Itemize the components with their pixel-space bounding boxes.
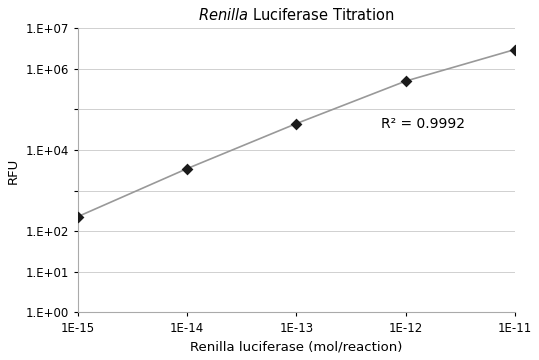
- Point: [74, 214, 82, 220]
- Y-axis label: RFU: RFU: [7, 157, 20, 184]
- X-axis label: Renilla luciferase (mol/reaction): Renilla luciferase (mol/reaction): [190, 340, 403, 353]
- Text: R² = 0.9992: R² = 0.9992: [382, 117, 466, 131]
- Point: [510, 47, 519, 53]
- Title: $\it{Renilla}$ Luciferase Titration: $\it{Renilla}$ Luciferase Titration: [198, 7, 395, 23]
- Point: [292, 121, 301, 126]
- Point: [402, 78, 410, 84]
- Point: [183, 166, 191, 171]
